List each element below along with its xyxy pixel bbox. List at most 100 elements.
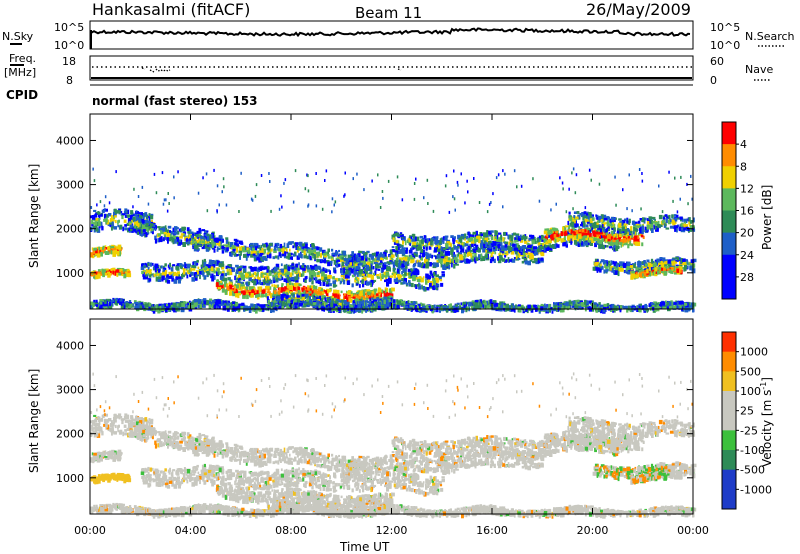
- power-cell: [559, 233, 562, 236]
- power-cell: [607, 226, 610, 229]
- power-cell: [240, 275, 245, 281]
- power-cell: [651, 228, 654, 233]
- power-cell: [627, 231, 630, 235]
- power-cell: [595, 241, 599, 245]
- power-cell: [431, 254, 433, 259]
- power-cell: [128, 221, 133, 224]
- power-cell: [327, 248, 330, 253]
- power-cell: [351, 283, 354, 288]
- power-cell: [343, 269, 345, 274]
- power-cell: [615, 244, 618, 249]
- power-cell: [522, 252, 526, 256]
- power-cell: [625, 267, 628, 272]
- power-cell: [239, 267, 242, 270]
- power-cell: [197, 231, 201, 235]
- power-cell: [405, 263, 408, 269]
- power-cell: [676, 228, 678, 233]
- power-cell: [629, 240, 632, 245]
- power-cell: [96, 228, 101, 233]
- power-cell: [379, 273, 381, 278]
- power-cell: [616, 242, 619, 246]
- power-cell: [580, 228, 584, 233]
- power-cell: [376, 297, 380, 301]
- power-cell: [609, 218, 612, 223]
- power-cell: [321, 295, 326, 300]
- power-cell: [324, 277, 328, 280]
- power-cell: [218, 262, 222, 268]
- power-cell: [203, 262, 206, 267]
- power-cell: [147, 272, 151, 276]
- power-cell: [444, 237, 447, 241]
- power-cell: [647, 262, 652, 267]
- power-cell: [546, 228, 550, 232]
- power-cell: [148, 213, 151, 216]
- power-cell: [335, 251, 339, 255]
- power-cell: [441, 273, 445, 276]
- power-cell: [574, 222, 577, 228]
- power-cell: [499, 242, 503, 247]
- power-cell: [197, 236, 199, 239]
- power-cell: [438, 257, 442, 260]
- power-cell: [109, 223, 112, 227]
- power-cell: [607, 263, 612, 268]
- power-cell: [463, 252, 467, 258]
- power-cell: [338, 278, 341, 282]
- power-cell: [560, 231, 563, 237]
- power-cell: [486, 230, 489, 235]
- power-cell: [466, 236, 468, 240]
- power-cell: [347, 303, 350, 307]
- power-cell: [141, 265, 144, 268]
- power-cell: [292, 253, 296, 257]
- power-cell: [350, 270, 354, 274]
- power-cell: [281, 245, 285, 250]
- power-cell: [267, 266, 270, 270]
- power-cell: [367, 265, 372, 269]
- power-cell: [666, 216, 670, 219]
- power-cell: [106, 271, 110, 274]
- power-cell: [178, 239, 182, 243]
- power-cell: [303, 290, 306, 295]
- power-cell: [289, 282, 292, 286]
- power-cell: [378, 287, 381, 292]
- power-cell: [409, 235, 412, 240]
- power-cell: [264, 258, 268, 261]
- power-cell: [266, 296, 269, 301]
- power-cell: [323, 250, 326, 254]
- power-cell: [119, 224, 123, 230]
- power-cell: [372, 266, 375, 270]
- power-cell: [621, 220, 626, 224]
- power-cell: [361, 250, 365, 254]
- power-cell: [412, 245, 416, 248]
- power-cell: [525, 251, 528, 255]
- power-cell: [91, 271, 94, 273]
- power-cell: [511, 246, 515, 251]
- power-cell: [186, 264, 191, 269]
- nsearch-tick-bottom: 10^0: [710, 39, 740, 52]
- power-cell: [446, 251, 450, 256]
- power-cell: [289, 248, 291, 252]
- power-cell: [213, 248, 216, 253]
- power-cell: [348, 295, 351, 300]
- power-cell: [600, 225, 603, 229]
- power-cell: [267, 278, 271, 283]
- power-cell: [623, 240, 626, 246]
- power-cell: [386, 278, 389, 282]
- power-cell: [346, 274, 350, 279]
- power-cell: [585, 215, 589, 219]
- power-cell: [327, 274, 331, 279]
- power-cell: [124, 224, 127, 227]
- power-cell: [149, 223, 154, 227]
- power-cell: [490, 252, 493, 258]
- power-cell: [179, 235, 183, 239]
- power-cell: [426, 287, 430, 291]
- power-cell: [637, 223, 640, 227]
- power-cell: [352, 257, 354, 262]
- power-cell: [309, 289, 314, 295]
- power-cell: [291, 263, 295, 266]
- power-cell: [627, 236, 630, 239]
- power-cell: [401, 248, 405, 253]
- power-cell: [612, 246, 615, 251]
- power-cell: [657, 224, 661, 228]
- power-cell: [675, 214, 679, 218]
- power-cell: [197, 266, 200, 270]
